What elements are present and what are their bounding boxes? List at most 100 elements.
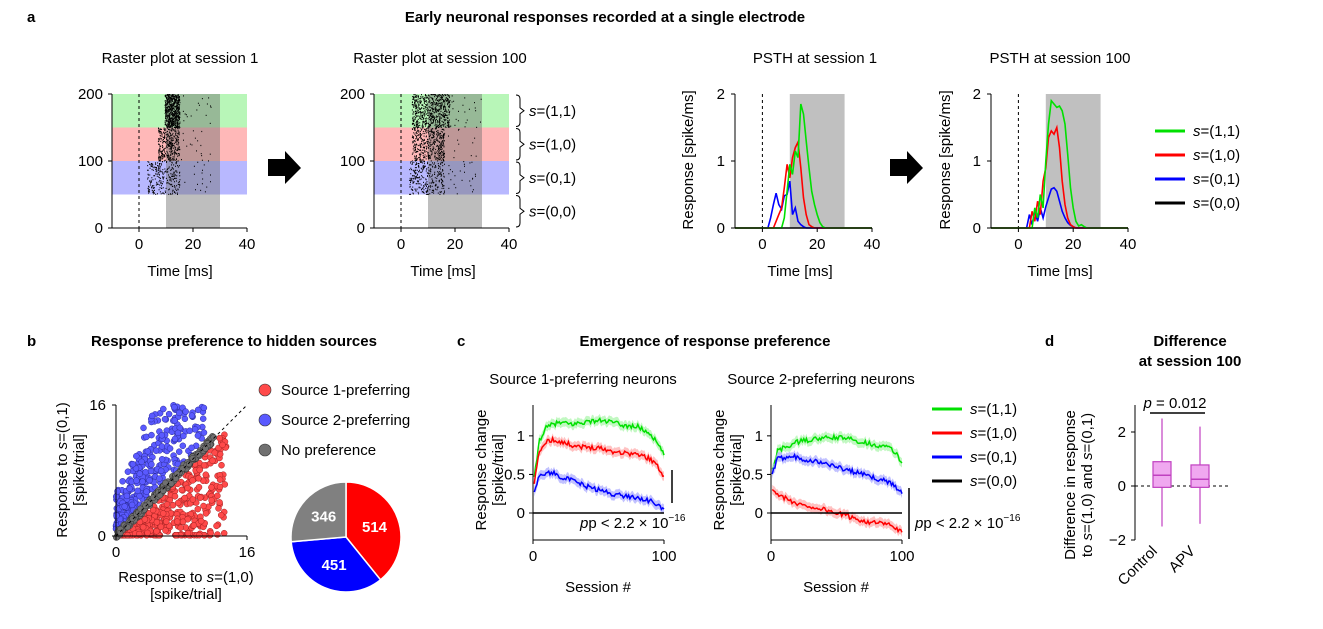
- raster100-spike: [426, 142, 428, 144]
- raster100-spike: [474, 102, 475, 104]
- raster1-spike: [179, 118, 180, 120]
- raster1-spike: [150, 165, 152, 167]
- raster100-spike: [424, 130, 426, 133]
- raster100-spike: [410, 179, 412, 181]
- raster100-spike: [421, 104, 423, 106]
- raster1-spike: [174, 98, 176, 100]
- raster100-spike: [446, 124, 448, 126]
- raster1-spike: [159, 170, 161, 172]
- raster100-spike: [444, 108, 446, 110]
- raster1-spike: [178, 126, 180, 128]
- raster1-spike: [168, 122, 170, 124]
- raster1-spike: [168, 166, 170, 168]
- raster-plot-session-100: Raster plot at session 100 0 20 400100200 …: [340, 50, 576, 280]
- raster100-spike: [416, 150, 417, 153]
- raster100-spike: [457, 120, 459, 122]
- raster100-spike: [428, 132, 429, 134]
- raster100-spike: [434, 167, 436, 169]
- raster100-spike: [427, 101, 429, 103]
- raster100-spike: [444, 119, 446, 121]
- raster1-spike: [167, 126, 169, 128]
- raster100-spike: [431, 94, 433, 96]
- raster1-spike: [210, 174, 211, 176]
- raster1-spike: [166, 124, 167, 126]
- raster100-spike: [428, 114, 430, 116]
- raster1-spike: [162, 136, 164, 139]
- raster100-spike: [429, 175, 430, 177]
- raster1-spike: [161, 139, 163, 141]
- raster100-spike: [431, 150, 433, 153]
- raster1-xlabel: Time [ms]: [147, 263, 212, 280]
- raster1-spike: [161, 132, 162, 134]
- c1-xtick-label: 0: [529, 548, 537, 565]
- raster100-shaded-window: [428, 94, 482, 228]
- raster1-spike: [153, 187, 155, 189]
- raster100-spike: [438, 109, 440, 111]
- raster100-spike: [417, 96, 419, 98]
- raster100-spike: [440, 153, 442, 155]
- raster1-spike: [174, 108, 176, 110]
- raster1-spike: [171, 175, 173, 177]
- raster100-spike: [438, 165, 440, 167]
- raster100-spike: [443, 154, 445, 156]
- raster1-spike: [158, 138, 159, 140]
- raster100-spike: [429, 176, 431, 178]
- raster1-spike: [175, 98, 177, 100]
- raster100-spike: [411, 160, 413, 162]
- raster100-spike: [412, 142, 414, 144]
- raster100-spike: [422, 96, 424, 98]
- scatter-b-point-source1: [159, 510, 167, 517]
- raster1-spike: [158, 159, 160, 161]
- raster1-spike: [154, 189, 155, 191]
- raster1-spike: [172, 96, 174, 98]
- raster1-spike: [175, 116, 177, 118]
- raster100-spike: [432, 107, 434, 109]
- raster1-spike: [151, 169, 153, 171]
- raster1-spike: [169, 108, 171, 110]
- raster100-spike: [427, 142, 428, 145]
- raster1-spike: [149, 180, 150, 182]
- raster100-spike: [414, 151, 416, 153]
- raster1-spike: [168, 125, 169, 127]
- raster100-spike: [430, 118, 432, 120]
- raster100-spike: [422, 126, 424, 128]
- raster1-spike: [178, 111, 180, 113]
- raster100-spike: [441, 136, 443, 139]
- raster100-spike: [436, 138, 438, 141]
- raster100-spike: [426, 168, 428, 170]
- raster1-spike: [158, 140, 160, 142]
- scatter-b-point-source2: [156, 475, 163, 482]
- raster100-spike: [438, 141, 440, 143]
- raster100-spike: [433, 131, 435, 133]
- raster100-spike: [445, 98, 447, 100]
- raster100-spike: [437, 102, 439, 104]
- raster1-spike: [162, 177, 164, 179]
- raster1-spike: [165, 187, 167, 189]
- raster1-spike: [148, 188, 149, 190]
- raster100-spike: [428, 147, 430, 149]
- psth100-ytick-label: 2: [973, 86, 981, 103]
- raster100-spike: [411, 109, 413, 111]
- raster1-spike: [173, 171, 175, 173]
- raster100-spike: [409, 177, 411, 179]
- scatter-b-point-source1: [197, 494, 204, 501]
- raster100-spike: [432, 122, 434, 124]
- raster100-spike: [422, 169, 424, 171]
- raster1-spike: [168, 176, 170, 178]
- scatter-b-point-source2: [152, 447, 160, 454]
- raster100-spike: [422, 191, 424, 193]
- raster100-spike: [443, 122, 445, 124]
- raster1-spike: [177, 126, 179, 128]
- pie-slice-2: [290, 481, 347, 543]
- raster100-spike: [434, 123, 436, 125]
- raster1-spike: [169, 177, 171, 179]
- scatter-b-point-source2: [142, 468, 149, 476]
- raster1-spike: [203, 164, 205, 166]
- raster1-spike: [174, 153, 176, 155]
- raster100-spike: [429, 106, 431, 108]
- raster100-spike: [438, 126, 440, 128]
- raster1-spike: [174, 181, 175, 183]
- raster1-spike: [176, 95, 177, 97]
- raster100-spike: [427, 138, 429, 141]
- raster100-spike: [432, 189, 434, 191]
